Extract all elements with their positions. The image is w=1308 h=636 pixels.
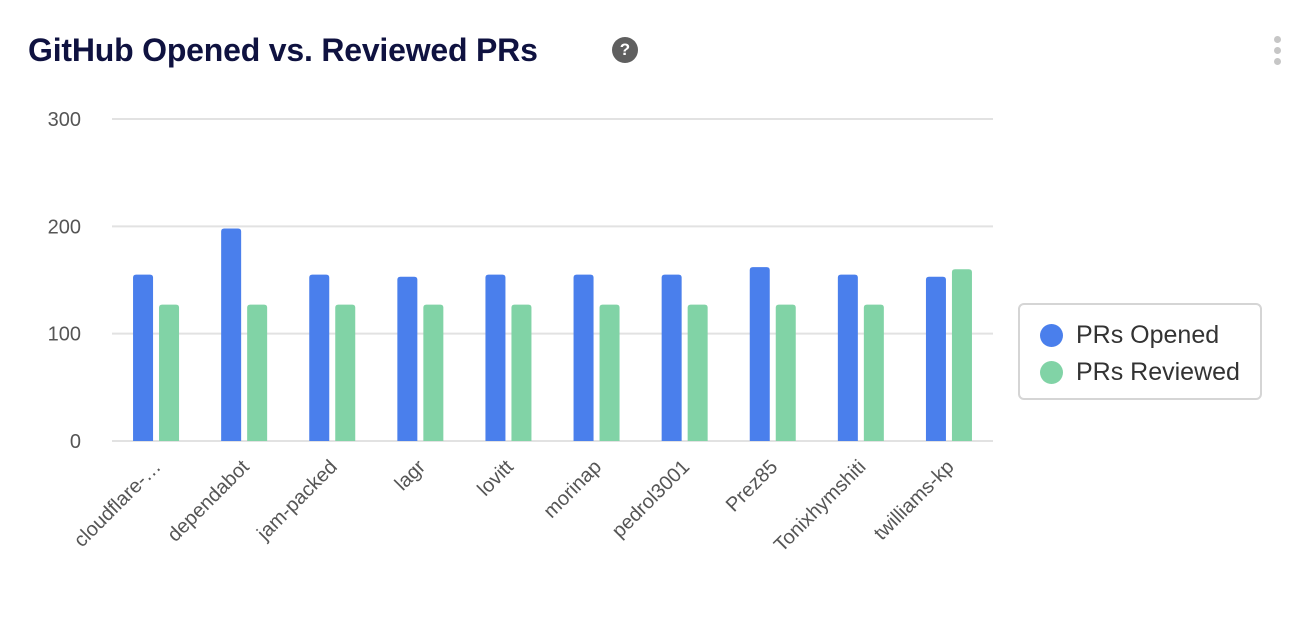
x-tick-label-0: cloudflare-… xyxy=(70,456,166,552)
chart-legend: PRs Opened PRs Reviewed xyxy=(1018,303,1262,400)
bar-chart: 0 100 200 300 cloudflare-…dependabot jam-pack… xyxy=(48,109,993,556)
legend-item-reviewed[interactable]: PRs Reviewed xyxy=(1040,357,1240,387)
y-tick-label-100: 100 xyxy=(48,324,81,346)
bar-opened-4 xyxy=(485,274,506,441)
bar-opened-9 xyxy=(925,276,946,441)
bar-reviewed-3 xyxy=(423,304,444,441)
y-tick-label-300: 300 xyxy=(48,109,81,131)
bar-opened-7 xyxy=(749,267,770,441)
bar-opened-0 xyxy=(133,274,154,441)
x-tick-label-4: lovitt xyxy=(473,456,518,501)
x-tick-label-8: Tonixhymshiti xyxy=(770,456,870,556)
x-tick-label-1: dependabot xyxy=(163,456,254,547)
legend-item-opened[interactable]: PRs Opened xyxy=(1040,320,1219,350)
bar-opened-2 xyxy=(309,274,330,441)
bar-reviewed-5 xyxy=(599,304,620,441)
bar-reviewed-7 xyxy=(775,304,796,441)
question-circle-icon[interactable]: ? xyxy=(612,37,638,63)
bar-opened-6 xyxy=(661,274,682,441)
bar-opened-3 xyxy=(397,276,418,441)
bar-opened-8 xyxy=(837,274,858,441)
legend-label-opened: PRs Opened xyxy=(1076,321,1220,349)
more-vertical-icon[interactable] xyxy=(1268,36,1286,66)
bar-reviewed-4 xyxy=(511,304,532,441)
bar-reviewed-6 xyxy=(687,304,708,441)
legend-swatch-opened xyxy=(1040,323,1063,347)
x-tick-label-2: jam-packed xyxy=(252,456,341,545)
legend-swatch-reviewed xyxy=(1040,360,1063,384)
bar-opened-1 xyxy=(221,228,242,441)
x-tick-label-3: lagr xyxy=(391,456,430,495)
bar-reviewed-8 xyxy=(863,304,884,441)
chart-title: GitHub Opened vs. Reviewed PRs xyxy=(28,32,538,68)
y-tick-label-200: 200 xyxy=(48,216,81,238)
x-tick-label-6: pedrol3001 xyxy=(608,456,694,542)
x-tick-label-5: morinap xyxy=(539,456,606,523)
x-tick-label-9: twilliams-kp xyxy=(870,456,959,545)
bar-reviewed-0 xyxy=(159,304,180,441)
bar-opened-5 xyxy=(573,274,594,441)
y-tick-label-0: 0 xyxy=(70,431,81,453)
legend-label-reviewed: PRs Reviewed xyxy=(1076,358,1240,386)
x-tick-label-7: Prez85 xyxy=(722,456,782,516)
bar-reviewed-1 xyxy=(247,304,268,441)
bar-reviewed-2 xyxy=(335,304,356,441)
bar-reviewed-9 xyxy=(951,269,972,441)
